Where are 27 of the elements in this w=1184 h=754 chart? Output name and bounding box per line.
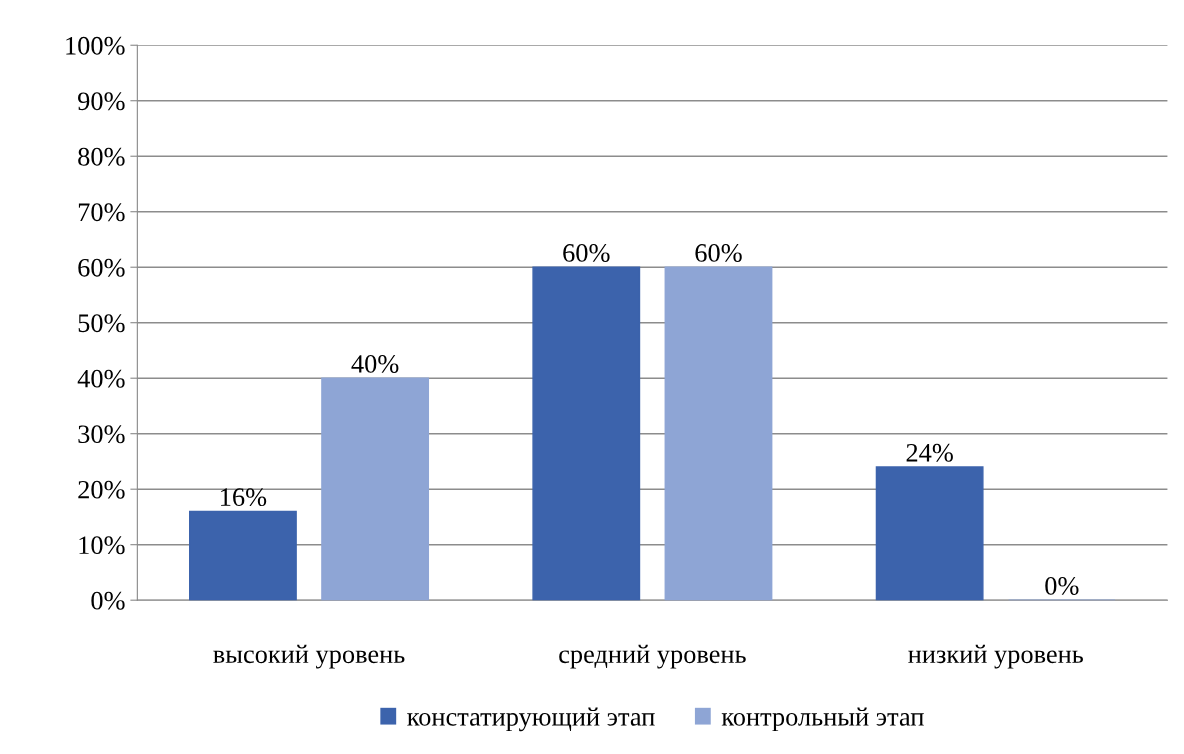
y-tick-label: 30% [78,425,125,444]
data-label: 40% [351,355,399,373]
data-label: 0% [1045,577,1079,595]
y-tick-label: 90% [78,92,125,111]
bar [664,266,773,601]
bar [321,377,430,601]
x-tick-label: низкий уровень [908,644,1083,669]
y-tick-label: 70% [78,203,125,222]
y-tick-label: 10% [79,536,125,555]
data-label: 60% [695,244,742,262]
data-label: 16% [221,488,267,507]
bar [875,466,984,601]
y-tick-label: 20% [78,480,125,499]
y-tick-label: 60% [78,258,125,277]
x-tick-label: высокий уровень [213,644,405,669]
data-label: 24% [906,443,953,462]
y-tick-label: 0% [91,591,125,610]
legend-label: контрольный этап [721,707,924,732]
bar [189,510,297,601]
y-tick-label: 50% [78,314,125,333]
legend-label: констатирующий этап [407,707,655,732]
bar [532,266,641,601]
y-tick-label: 80% [78,147,125,166]
data-label: 60% [563,244,610,262]
y-tick-label: 40% [77,369,125,388]
y-tick-label: 100% [66,36,125,55]
x-tick-label: средний уровень [559,644,746,669]
